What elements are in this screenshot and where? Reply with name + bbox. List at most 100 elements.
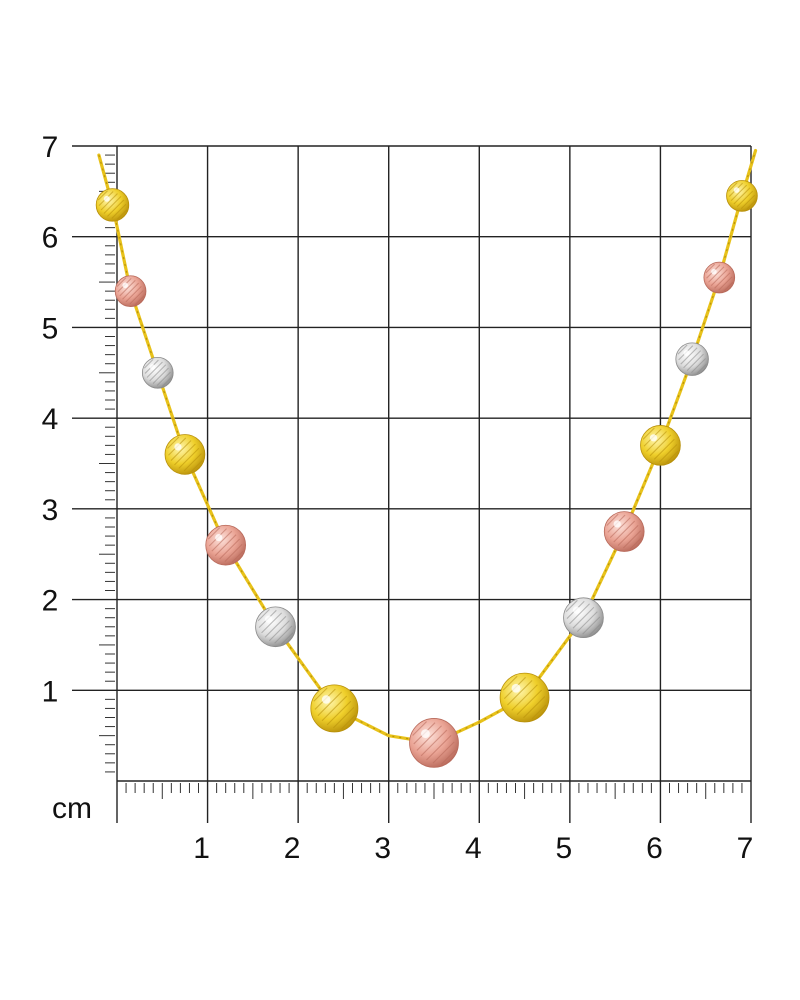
- bead-white: [675, 342, 709, 376]
- bead-white: [255, 606, 296, 648]
- bead-facet: [207, 527, 221, 540]
- bead-facet: [149, 364, 167, 382]
- bead-facet: [589, 623, 602, 636]
- necklace-beads: [95, 180, 758, 768]
- bead-facet: [122, 282, 140, 300]
- bead-white: [563, 597, 604, 639]
- bead-facet: [281, 632, 294, 645]
- bead-facet: [97, 190, 108, 201]
- bead-facet: [162, 377, 172, 387]
- x-tick-label: 4: [465, 832, 482, 865]
- bead-highlight: [511, 683, 521, 693]
- bead-facet: [502, 675, 518, 691]
- bead-yellow: [164, 434, 206, 475]
- bead-facet: [420, 729, 448, 757]
- bead-highlight: [572, 606, 581, 614]
- measurement-grid: [72, 145, 752, 823]
- bead-highlight: [122, 282, 128, 289]
- bead-facet: [730, 184, 748, 202]
- y-tick-label: 2: [42, 585, 59, 618]
- bead-facet: [609, 517, 631, 539]
- bead-facet: [116, 277, 127, 287]
- bead-facet: [100, 193, 118, 211]
- bead-highlight: [321, 695, 331, 704]
- bead-facet: [606, 513, 619, 526]
- bead-facet: [143, 358, 154, 369]
- bead-facet: [642, 427, 655, 440]
- bead-facet: [708, 266, 725, 283]
- bead-facet: [691, 358, 706, 374]
- x-tick-label: 6: [646, 832, 663, 865]
- bead-highlight: [103, 195, 110, 202]
- bead-facet: [740, 194, 756, 210]
- bead-facet: [613, 520, 636, 543]
- bead-facet: [211, 530, 233, 552]
- bead-facet: [219, 538, 241, 560]
- bead-facet: [326, 700, 352, 726]
- bead-facet: [705, 263, 716, 274]
- bead-facet: [274, 625, 293, 644]
- bead-facet: [746, 200, 756, 210]
- bead-facet: [129, 290, 144, 305]
- bead-facet: [146, 361, 163, 378]
- bead-facet: [629, 537, 642, 550]
- bead-facet: [653, 438, 675, 460]
- bead-facet: [313, 687, 328, 702]
- bead-facet: [103, 196, 122, 214]
- bead-facet: [572, 606, 595, 629]
- bead-facet: [523, 696, 546, 719]
- bead-rose: [114, 275, 147, 307]
- bead-facet: [646, 431, 667, 452]
- bead-facet: [190, 460, 203, 473]
- bead-highlight: [649, 434, 658, 442]
- bead-rose: [603, 511, 645, 552]
- bead-facet: [736, 190, 754, 208]
- bead-facet: [680, 347, 698, 365]
- bead-facet: [321, 695, 348, 722]
- bead-facet: [723, 281, 734, 292]
- bead-facet: [569, 603, 590, 625]
- bead-facet: [649, 434, 672, 457]
- y-tick-label: 1: [42, 675, 59, 708]
- bead-highlight: [174, 443, 182, 451]
- y-tick-label: 5: [42, 312, 59, 345]
- bead-rose: [205, 524, 247, 566]
- bead-facet: [170, 440, 192, 461]
- bead-highlight: [264, 615, 273, 623]
- bead-facet: [728, 182, 738, 192]
- bead-white: [141, 356, 174, 389]
- bead-highlight: [215, 533, 223, 542]
- bead-yellow: [95, 188, 130, 222]
- bead-facet: [426, 734, 452, 761]
- bead-facet: [531, 704, 547, 720]
- x-tick-label: 2: [284, 832, 301, 865]
- bead-facet: [317, 691, 343, 717]
- bead-facet: [576, 611, 598, 633]
- bead-highlight: [711, 268, 717, 275]
- bead-facet: [677, 344, 688, 355]
- bead-facet: [214, 534, 237, 556]
- x-tick-label: 1: [193, 832, 210, 865]
- bead-facet: [257, 609, 270, 622]
- y-tick-label: 6: [42, 222, 59, 255]
- bead-facet: [152, 367, 169, 384]
- bead-facet: [174, 443, 196, 466]
- bead-facet: [432, 741, 455, 764]
- bead-facet: [710, 269, 728, 287]
- y-tick-label: 3: [42, 494, 59, 527]
- x-tick-label: 5: [556, 832, 573, 865]
- bead-facet: [659, 444, 678, 463]
- bead-facet: [119, 279, 136, 297]
- bead-highlight: [149, 364, 156, 370]
- bead-yellow: [499, 672, 550, 723]
- bead-facet: [107, 199, 125, 217]
- bead-facet: [511, 684, 538, 711]
- unit-label: cm: [52, 792, 92, 825]
- bead-facet: [332, 707, 355, 729]
- bead-highlight: [733, 187, 740, 193]
- bead-facet: [268, 620, 290, 642]
- bead-facet: [183, 453, 202, 472]
- bead-facet: [714, 272, 731, 289]
- bead-facet: [231, 550, 244, 563]
